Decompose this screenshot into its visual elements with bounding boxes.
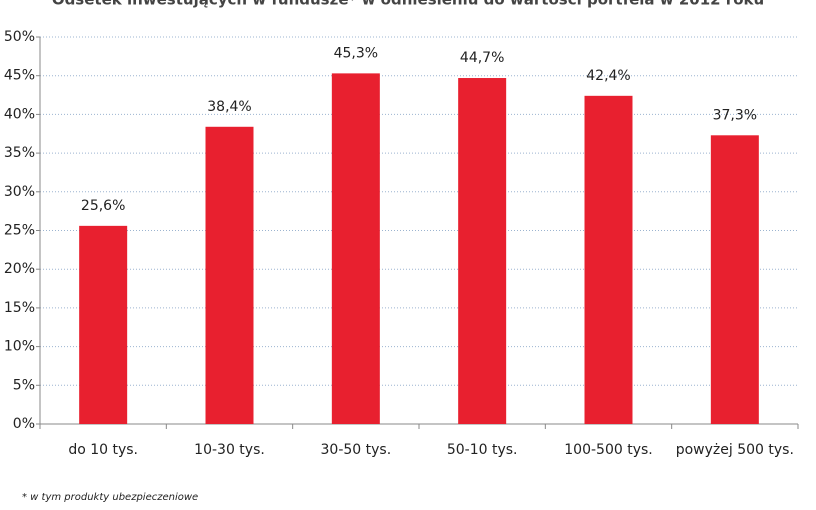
x-tick-label: powyżej 500 tys. — [676, 442, 794, 458]
x-tick-label: 100-500 tys. — [564, 442, 652, 458]
y-tick-label: 20% — [4, 261, 35, 277]
bar — [458, 78, 507, 424]
bar — [331, 73, 380, 425]
x-tick-label: 30-50 tys. — [321, 442, 392, 458]
data-label: 38,4% — [207, 99, 251, 115]
footnote: * w tym produkty ubezpieczeniowe — [22, 492, 198, 503]
x-tick-label: 50-10 tys. — [447, 442, 518, 458]
y-tick-label: 30% — [4, 184, 35, 200]
y-tick-label: 15% — [4, 300, 35, 316]
data-label: 37,3% — [713, 107, 757, 123]
data-label: 44,7% — [460, 50, 504, 66]
y-tick-label: 50% — [4, 29, 35, 45]
y-tick-label: 40% — [4, 106, 35, 122]
data-label: 25,6% — [81, 198, 125, 214]
bar — [584, 95, 633, 424]
bar — [79, 225, 128, 424]
x-tick-label: do 10 tys. — [68, 442, 138, 458]
chart-title: Odsetek inwestujących w fundusze* w odni… — [52, 0, 764, 9]
y-tick-label: 0% — [13, 416, 35, 432]
bar — [205, 126, 254, 424]
y-tick-label: 45% — [4, 68, 35, 84]
bar — [710, 135, 759, 424]
y-tick-label: 5% — [13, 377, 35, 393]
data-label: 42,4% — [586, 68, 630, 84]
x-tick-label: 10-30 tys. — [194, 442, 265, 458]
y-tick-label: 35% — [4, 145, 35, 161]
data-label: 45,3% — [334, 45, 378, 61]
y-tick-label: 10% — [4, 339, 35, 355]
y-tick-label: 25% — [4, 223, 35, 239]
